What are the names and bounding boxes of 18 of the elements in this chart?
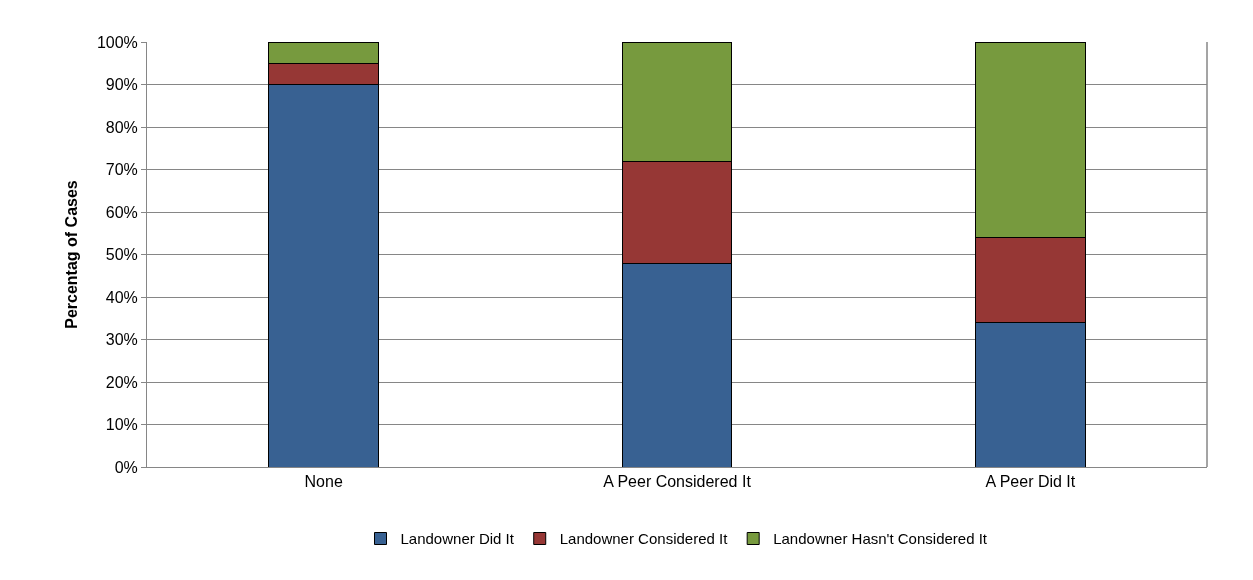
y-tick-label: 70%: [105, 161, 138, 179]
y-tick-label: 0%: [114, 458, 138, 476]
y-tick-label: 50%: [105, 246, 138, 264]
y-tick-label: 20%: [105, 373, 138, 391]
legend-label: Landowner Considered It: [559, 530, 729, 548]
y-tick-label: 40%: [105, 288, 138, 306]
y-tick-label: 100%: [96, 33, 138, 51]
x-tick-label: A Peer Did It: [985, 473, 1076, 491]
legend-label: Landowner Hasn't Considered It: [773, 530, 988, 548]
x-tick-label: A Peer Considered It: [603, 473, 752, 491]
y-tick-label: 90%: [105, 76, 138, 94]
legend-label: Landowner Did It: [400, 530, 515, 548]
y-axis-title: Percentag of Cases: [62, 180, 80, 329]
y-tick-label: 30%: [105, 331, 138, 349]
y-tick-label: 10%: [105, 416, 138, 434]
y-tick-label: 80%: [105, 118, 138, 136]
x-tick-label: None: [304, 473, 343, 491]
y-tick-label: 60%: [105, 203, 138, 221]
